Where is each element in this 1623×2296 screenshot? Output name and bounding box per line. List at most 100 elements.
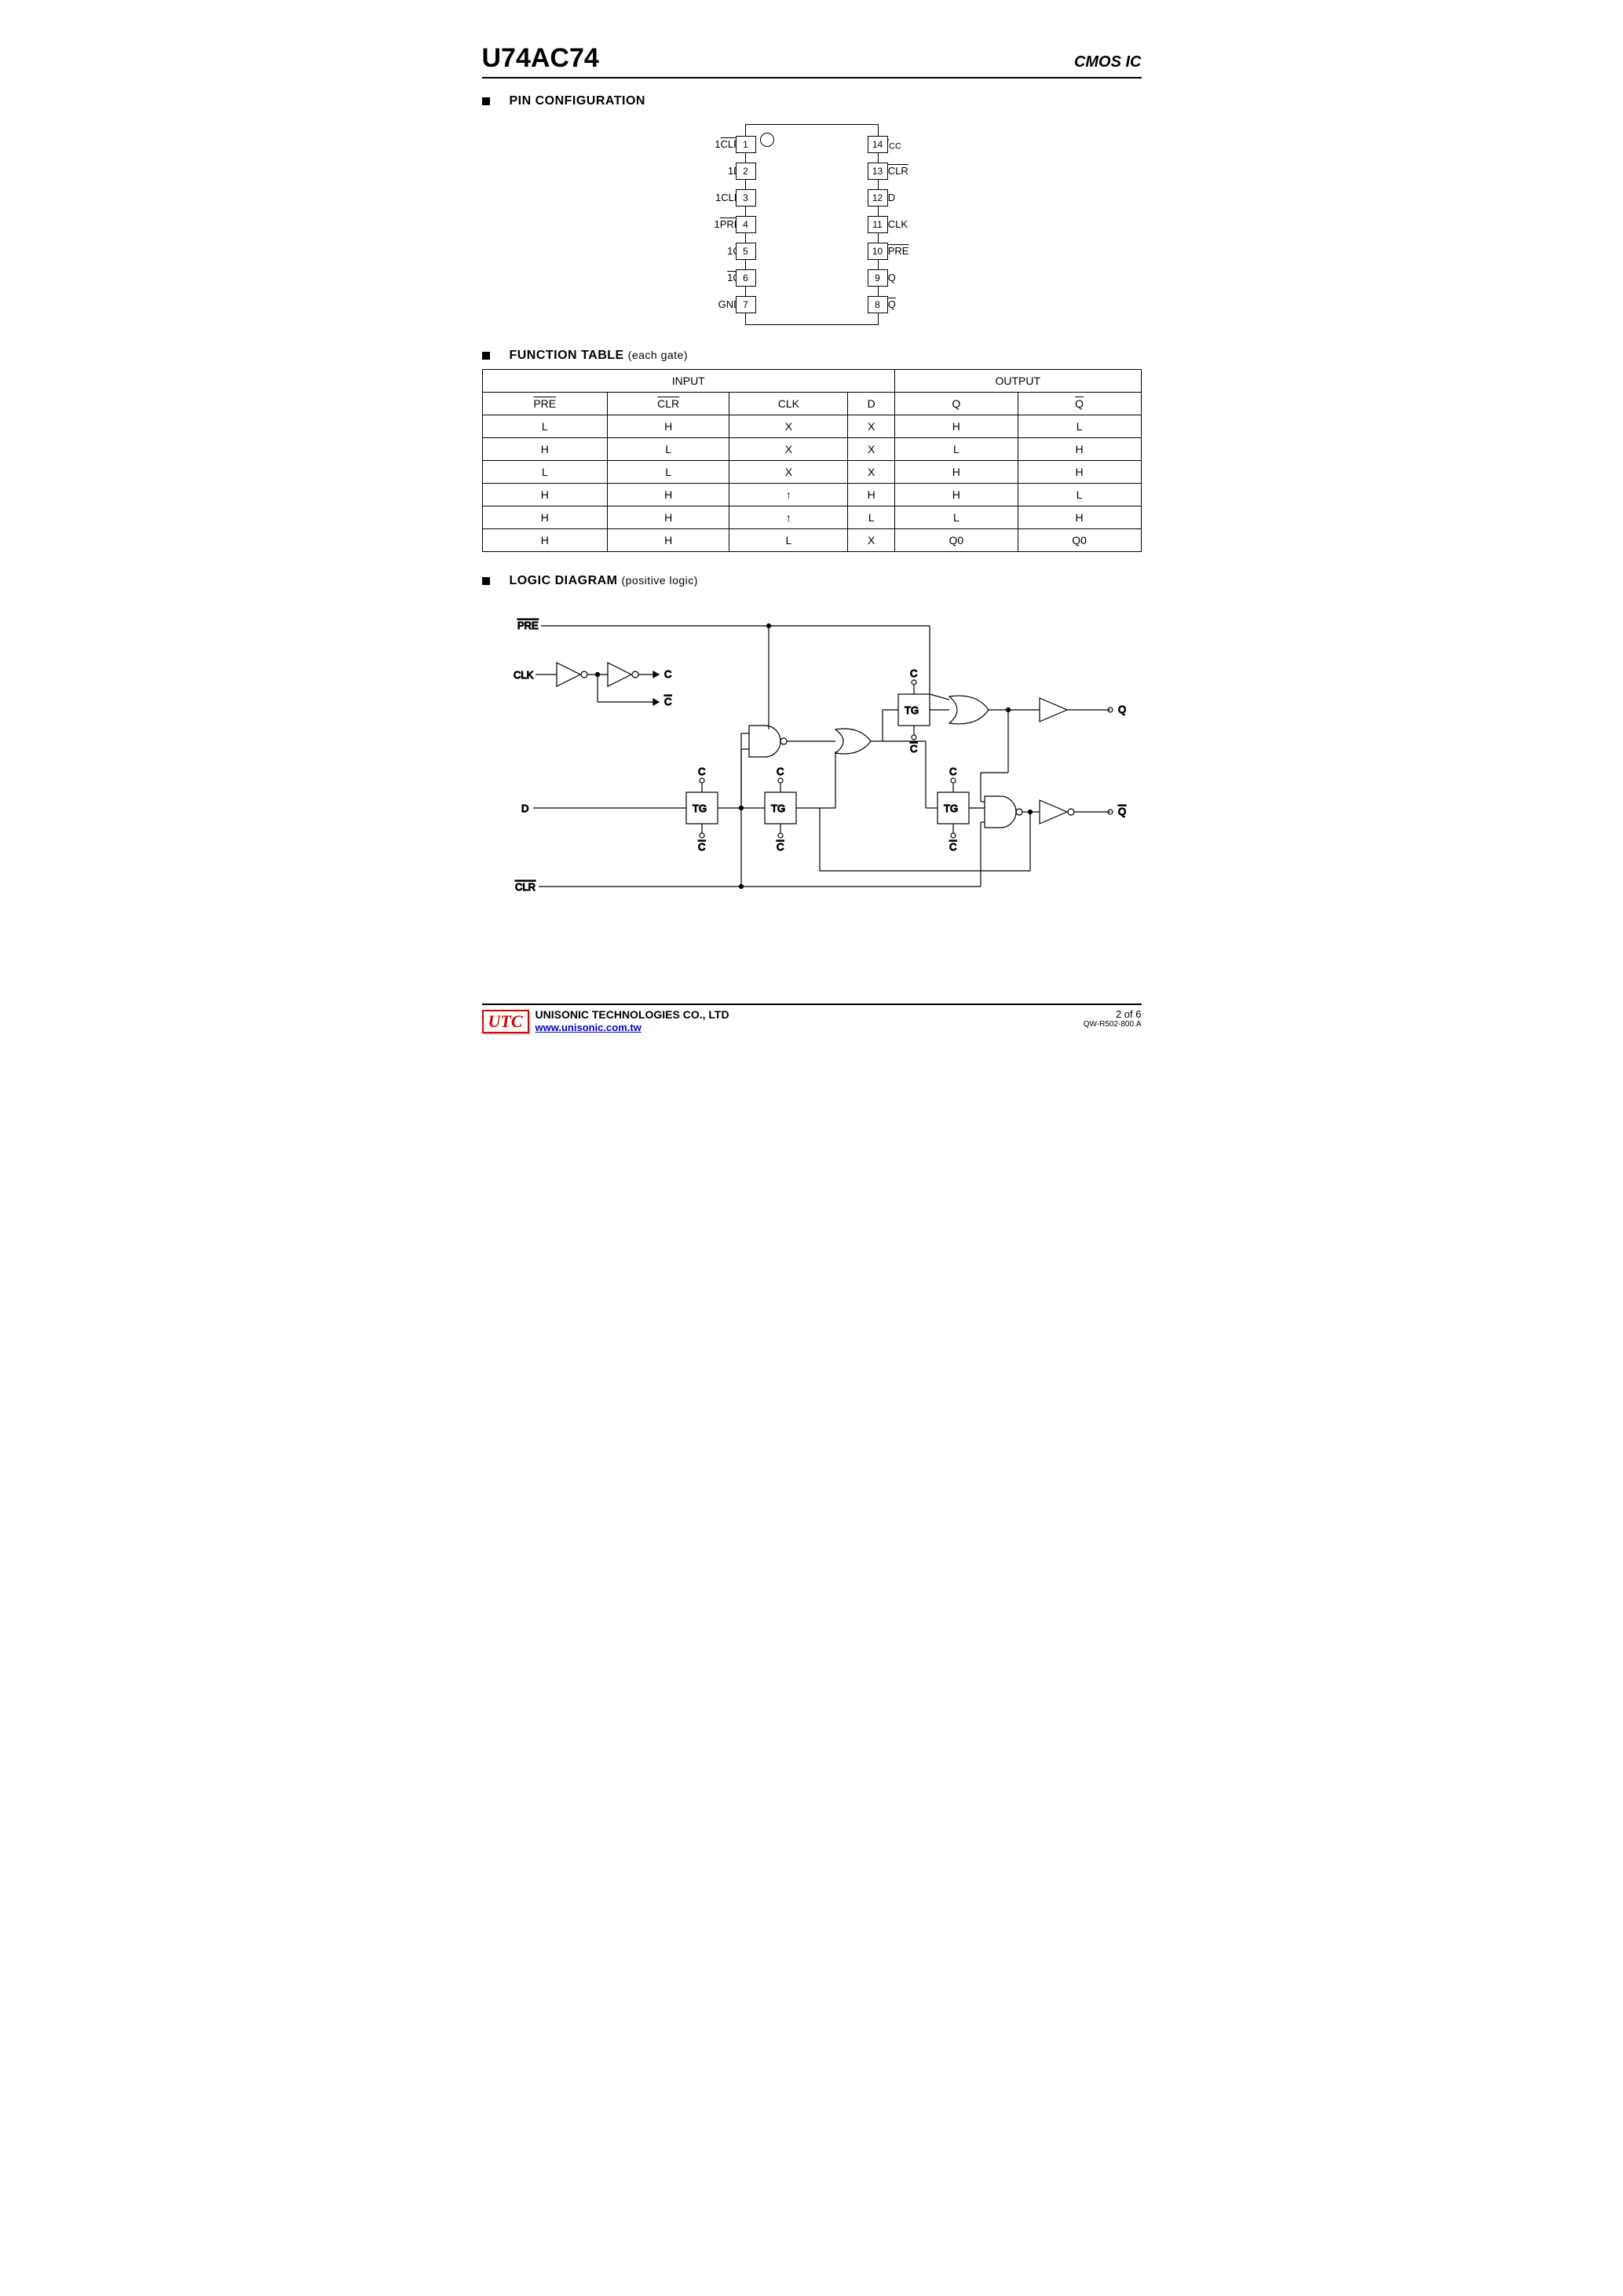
pin-box: 5 (736, 243, 756, 260)
table-cell: H (848, 484, 895, 506)
table-cell: X (848, 529, 895, 552)
pin-config-title: PIN CONFIGURATION (509, 94, 645, 108)
pin-box: 14 (868, 136, 888, 153)
function-table: INPUT OUTPUT PRE CLR CLK D Q Q LHXXHLHLX… (482, 369, 1142, 552)
pin-box: 6 (736, 269, 756, 287)
pin-box: 10 (868, 243, 888, 260)
function-table-title: FUNCTION TABLE (509, 349, 623, 362)
svg-text:C: C (910, 667, 917, 679)
svg-text:TG: TG (771, 803, 785, 814)
table-cell: H (608, 484, 729, 506)
pin-box: 3 (736, 189, 756, 207)
table-cell: X (848, 461, 895, 484)
page-footer: UTC UNISONIC TECHNOLOGIES CO., LTD www.u… (482, 1004, 1142, 1035)
pin-row: 1CLR (667, 130, 745, 157)
table-cell: L (608, 438, 729, 461)
table-row: HH↑LLH (482, 506, 1141, 529)
table-cell: L (608, 461, 729, 484)
footer-company: UNISONIC TECHNOLOGIES CO., LTD (536, 1008, 729, 1021)
table-cell: L (482, 415, 608, 438)
logic-diagram-subtitle: (positive logic) (621, 574, 697, 587)
svg-text:C: C (949, 766, 956, 777)
pin-box: 9 (868, 269, 888, 287)
svg-text:C: C (698, 766, 705, 777)
part-number: U74AC74 (482, 43, 599, 74)
pin-box: 7 (736, 296, 756, 313)
table-row: HH↑HHL (482, 484, 1141, 506)
footer-link[interactable]: www.unisonic.com.tw (536, 1022, 642, 1033)
table-header-output: OUTPUT (894, 370, 1141, 393)
table-row: HLXXLH (482, 438, 1141, 461)
table-cell: X (848, 438, 895, 461)
svg-text:C: C (949, 841, 956, 853)
table-cell: H (608, 529, 729, 552)
chip-notch-icon (760, 133, 774, 147)
function-table-heading: FUNCTION TABLE (each gate) (482, 349, 1142, 363)
table-cell: L (894, 506, 1018, 529)
table-cell: H (1018, 438, 1141, 461)
svg-text:TG: TG (905, 704, 919, 716)
table-cell: H (608, 415, 729, 438)
table-cell: X (729, 461, 848, 484)
svg-text:C: C (910, 743, 917, 755)
table-cell: H (608, 506, 729, 529)
table-cell: ↑ (729, 484, 848, 506)
table-cell: H (482, 506, 608, 529)
pin-box: 12 (868, 189, 888, 207)
table-cell: L (894, 438, 1018, 461)
doc-number: QW-R502-800.A (1084, 1020, 1142, 1029)
svg-text:TG: TG (944, 803, 958, 814)
table-cell: H (482, 484, 608, 506)
table-cell: H (894, 484, 1018, 506)
q-label: Q (1118, 704, 1126, 715)
table-cell: L (848, 506, 895, 529)
utc-logo: UTC (482, 1010, 529, 1033)
table-cell: ↑ (729, 506, 848, 529)
table-cell: H (894, 415, 1018, 438)
table-cell: X (729, 438, 848, 461)
col-pre: PRE (482, 393, 608, 415)
table-header-input: INPUT (482, 370, 894, 393)
logic-diagram-title: LOGIC DIAGRAM (509, 574, 617, 587)
pin-box: 13 (868, 163, 888, 180)
svg-text:C: C (777, 841, 784, 853)
logic-diagram-heading: LOGIC DIAGRAM (positive logic) (482, 574, 1142, 588)
pin-box: 8 (868, 296, 888, 313)
table-cell: X (729, 415, 848, 438)
col-clk: CLK (729, 393, 848, 415)
col-clr: CLR (608, 393, 729, 415)
table-cell: Q0 (1018, 529, 1141, 552)
pin-box: 2 (736, 163, 756, 180)
qbar-label: Q (1118, 806, 1126, 817)
table-cell: H (894, 461, 1018, 484)
c-label: C (664, 668, 671, 680)
col-qbar: Q (1018, 393, 1141, 415)
table-cell: L (482, 461, 608, 484)
svg-text:C: C (698, 841, 705, 853)
table-cell: X (848, 415, 895, 438)
pin-box: 1 (736, 136, 756, 153)
table-row: LHXXHL (482, 415, 1141, 438)
page-number: 2 of 6 (1084, 1008, 1142, 1020)
bullet-icon (482, 97, 490, 105)
pin-box: 4 (736, 216, 756, 233)
table-row: LLXXHH (482, 461, 1141, 484)
datasheet-page: U74AC74 CMOS IC PIN CONFIGURATION 1CLR 1… (435, 0, 1189, 1066)
pin-diagram: 1CLR 1D 1CLK 1PRE 1Q 1Q GND 1 2 3 4 5 (667, 124, 957, 325)
col-d: D (848, 393, 895, 415)
svg-text:C: C (777, 766, 784, 777)
page-header: U74AC74 CMOS IC (482, 43, 1142, 79)
ic-type: CMOS IC (1074, 53, 1142, 71)
logic-diagram-svg: PRE CLK C C D (490, 604, 1134, 918)
table-cell: L (729, 529, 848, 552)
cbar-label: C (664, 696, 671, 707)
pre-label: PRE (517, 620, 539, 631)
function-table-subtitle: (each gate) (628, 349, 688, 361)
table-cell: H (1018, 461, 1141, 484)
table-row: HHLXQ0Q0 (482, 529, 1141, 552)
table-cell: H (1018, 506, 1141, 529)
bullet-icon (482, 352, 490, 360)
bullet-icon (482, 577, 490, 585)
table-cell: L (1018, 484, 1141, 506)
clr-label: CLR (515, 881, 536, 893)
